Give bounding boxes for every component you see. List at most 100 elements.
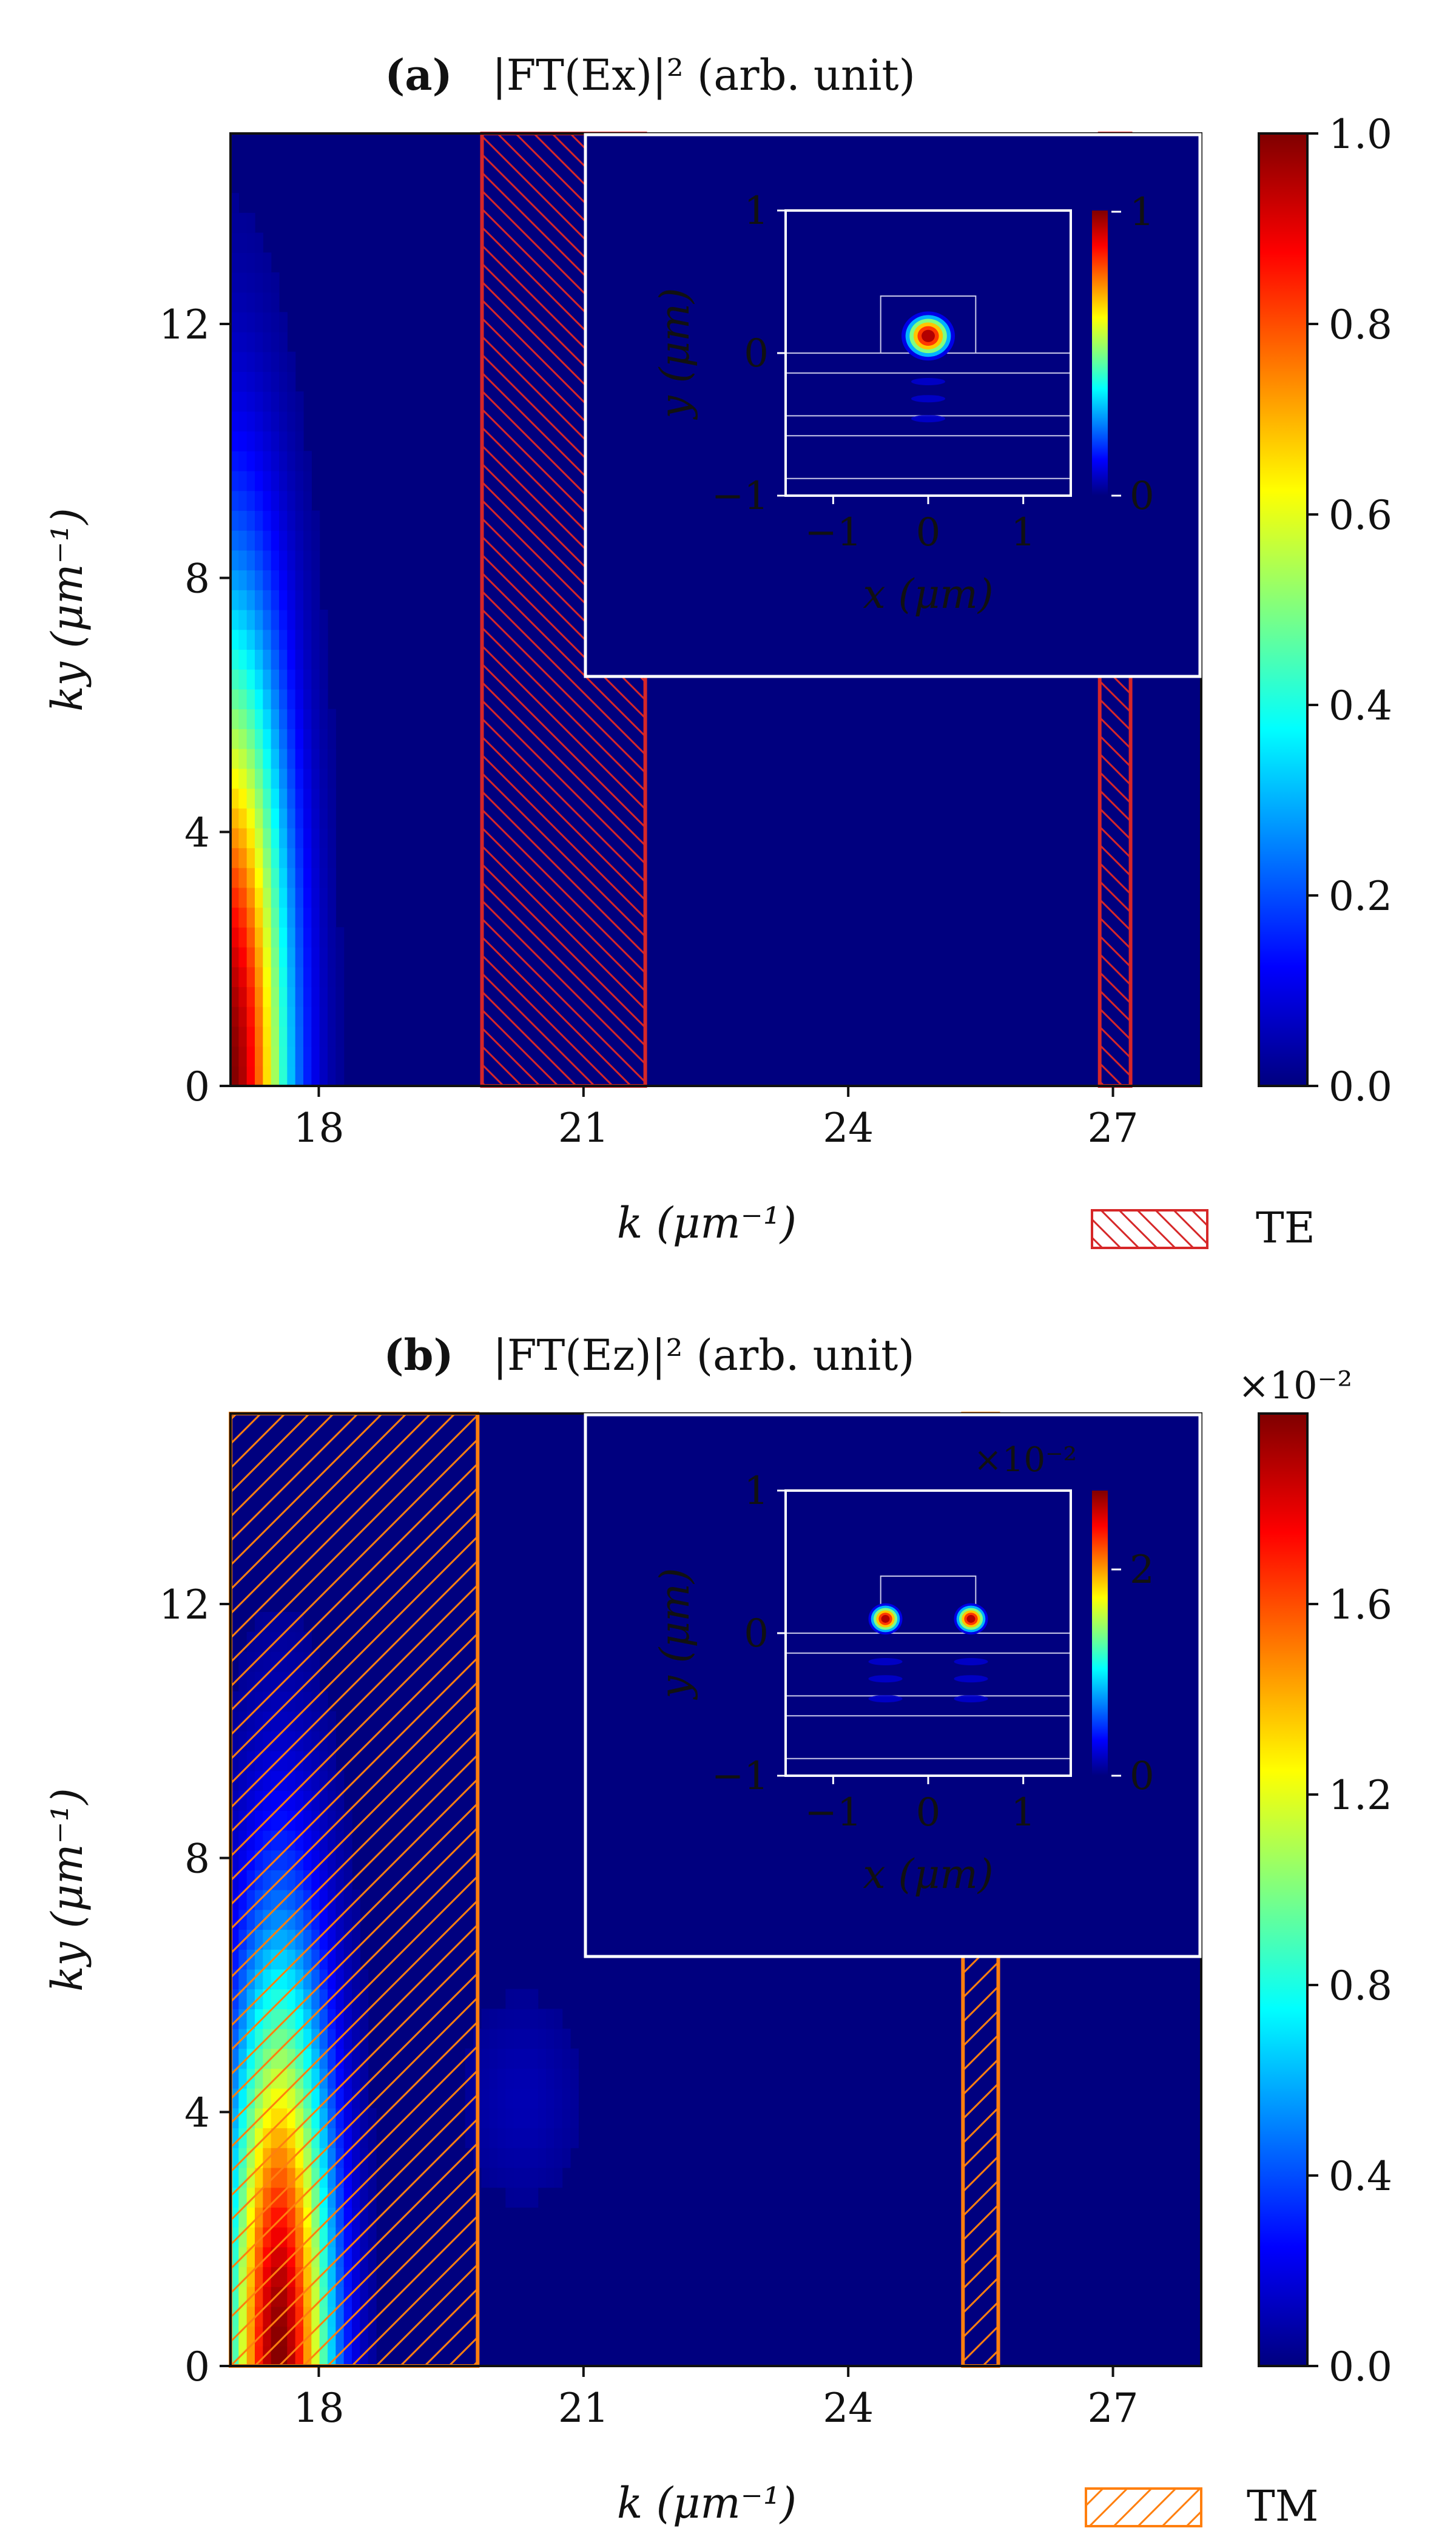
panel-a-heat-cell — [295, 887, 304, 908]
panel-b-inset-colorbar-tick-label: 2 — [1130, 1548, 1154, 1592]
panel-a-heat-cell — [328, 947, 336, 968]
panel-a-heat-cell — [255, 689, 263, 710]
panel-a-heat-cell — [238, 252, 248, 273]
panel-b-inset: −1 0 110−1x (μm)y (μm) 20 ×10⁻² — [584, 1413, 1202, 1958]
panel-a-heat-cell — [263, 451, 272, 471]
panel-a-heat-cell — [271, 768, 280, 789]
panel-a-heat-cell — [246, 550, 255, 571]
panel-a-heat-cell — [246, 351, 255, 372]
panel-b-heat-cell — [562, 2088, 571, 2109]
panel-b-heat-cell — [538, 2028, 547, 2049]
panel-a-heat-cell — [279, 669, 288, 690]
panel-a-heat-cell — [287, 986, 296, 1007]
panel-a-heat-cell — [231, 550, 239, 571]
panel-b-heat-cell — [546, 2048, 554, 2069]
panel-a-heat-cell — [303, 748, 312, 769]
panel-a-heat-cell — [231, 1006, 239, 1027]
panel-a-heat-cell — [246, 1046, 255, 1067]
panel-b-inset-multiplier: ×10⁻² — [974, 1440, 1077, 1480]
panel-a-heat-cell — [238, 292, 248, 312]
panel-b-heat-cell — [530, 2148, 539, 2168]
panel-a-colorbar-tick-label: 0.0 — [1329, 1063, 1392, 1110]
panel-a-heat-cell — [287, 610, 296, 630]
panel-b-heat-cell — [481, 2048, 490, 2069]
panel-b-inset-field-spot — [881, 1615, 890, 1623]
panel-a-heat-cell — [255, 490, 263, 511]
panel-b-heat-cell — [530, 2068, 539, 2089]
panel-a-heat-cell — [246, 887, 255, 908]
panel-a-heat-cell — [311, 848, 320, 868]
panel-a-heat-cell — [295, 966, 304, 988]
panel-a-heat-cell — [303, 550, 312, 571]
panel-a-heat-cell — [328, 1066, 336, 1087]
panel-a-heat-cell — [287, 391, 296, 412]
panel-a-heat-cell — [279, 966, 288, 988]
panel-a-heat-cell — [295, 570, 304, 590]
panel-b-inset-field-layer: −1 0 110−1x (μm)y (μm) 20 — [652, 1469, 1154, 1898]
panel-a-heat-cell — [238, 887, 248, 908]
panel-a-heat-cell — [271, 351, 280, 372]
panel-b-heat-cell — [489, 2148, 498, 2168]
panel-a-heat-cell — [295, 669, 304, 690]
panel-a-heat-cell — [238, 1006, 248, 1027]
panel-a-heat-cell — [303, 1046, 312, 1067]
panel-b-inset-leakage-band — [868, 1695, 903, 1703]
panel-a-colorbar-tick-label: 0.4 — [1329, 682, 1392, 729]
panel-a-heat-cell — [303, 986, 312, 1007]
panel-a-heat-cell — [279, 510, 288, 531]
panel-a-heat-cell — [303, 788, 312, 809]
panel-a-heat-cell — [255, 510, 263, 531]
panel-a-heat-cell — [287, 729, 296, 749]
panel-a-heat-cell — [238, 411, 248, 432]
panel-b-colorbar-tick-label: 1.6 — [1329, 1582, 1392, 1628]
panel-a-heat-cell — [231, 947, 239, 968]
panel-a-heat-cell — [255, 550, 263, 571]
panel-a-heat-cell — [231, 788, 239, 809]
panel-a-heat-cell — [263, 530, 272, 551]
panel-a-heat-cell — [231, 669, 239, 690]
panel-a-heat-cell — [319, 610, 328, 630]
panel-a-heat-cell — [295, 947, 304, 968]
panel-a-heat-cell — [246, 530, 255, 551]
panel-b-heat-cell — [562, 2108, 571, 2129]
panel-b-heat-cell — [538, 2167, 547, 2188]
panel-a-inset-field-spot — [922, 329, 935, 342]
panel-a-colorbar — [1258, 132, 1309, 1087]
panel-a-heat-cell — [287, 669, 296, 690]
panel-a-heat-cell — [231, 490, 239, 511]
panel-a-heat-cell — [238, 312, 248, 332]
panel-b-heat-cell — [505, 2048, 514, 2069]
panel-a-heat-cell — [271, 451, 280, 471]
panel-a-heat-cell — [238, 391, 248, 412]
panel-a-heat-cell — [271, 431, 280, 451]
panel-a-heat-cell — [263, 332, 272, 352]
panel-a-heat-cell — [255, 292, 263, 312]
panel-b-heat-cell — [513, 2028, 522, 2049]
panel-a-heat-cell — [319, 729, 328, 749]
panel-b-heat-cell — [530, 2187, 539, 2208]
panel-a-heat-cell — [263, 490, 272, 511]
panel-a-legend-label: TE — [1256, 1203, 1315, 1253]
panel-a-heat-cell — [287, 868, 296, 888]
panel-a-heat-cell — [279, 947, 288, 968]
panel-a-heat-cell — [328, 966, 336, 988]
panel-a-heat-cell — [287, 431, 296, 451]
panel-a-heat-cell — [295, 590, 304, 610]
panel-b-heat-cell — [570, 2068, 579, 2089]
panel-a-heat-cell — [319, 1026, 328, 1047]
panel-a-heat-cell — [287, 1026, 296, 1047]
panel-a-heat-cell — [238, 471, 248, 491]
panel-a-heat-cell — [246, 332, 255, 352]
panel-a-heat-cell — [263, 808, 272, 829]
panel-a-heat-cell — [231, 768, 239, 789]
panel-a-heat-cell — [287, 649, 296, 670]
panel-a-heat-cell — [271, 530, 280, 551]
panel-a-heat-cell — [271, 610, 280, 630]
panel-b-heat-cell — [481, 2108, 490, 2129]
panel-a-heat-cell — [255, 768, 263, 789]
panel-a-heat-cell — [303, 927, 312, 948]
panel-b-heat-cell — [513, 1989, 522, 2009]
panel-a-heat-cell — [311, 570, 320, 590]
panel-a-heat-cell — [303, 887, 312, 908]
